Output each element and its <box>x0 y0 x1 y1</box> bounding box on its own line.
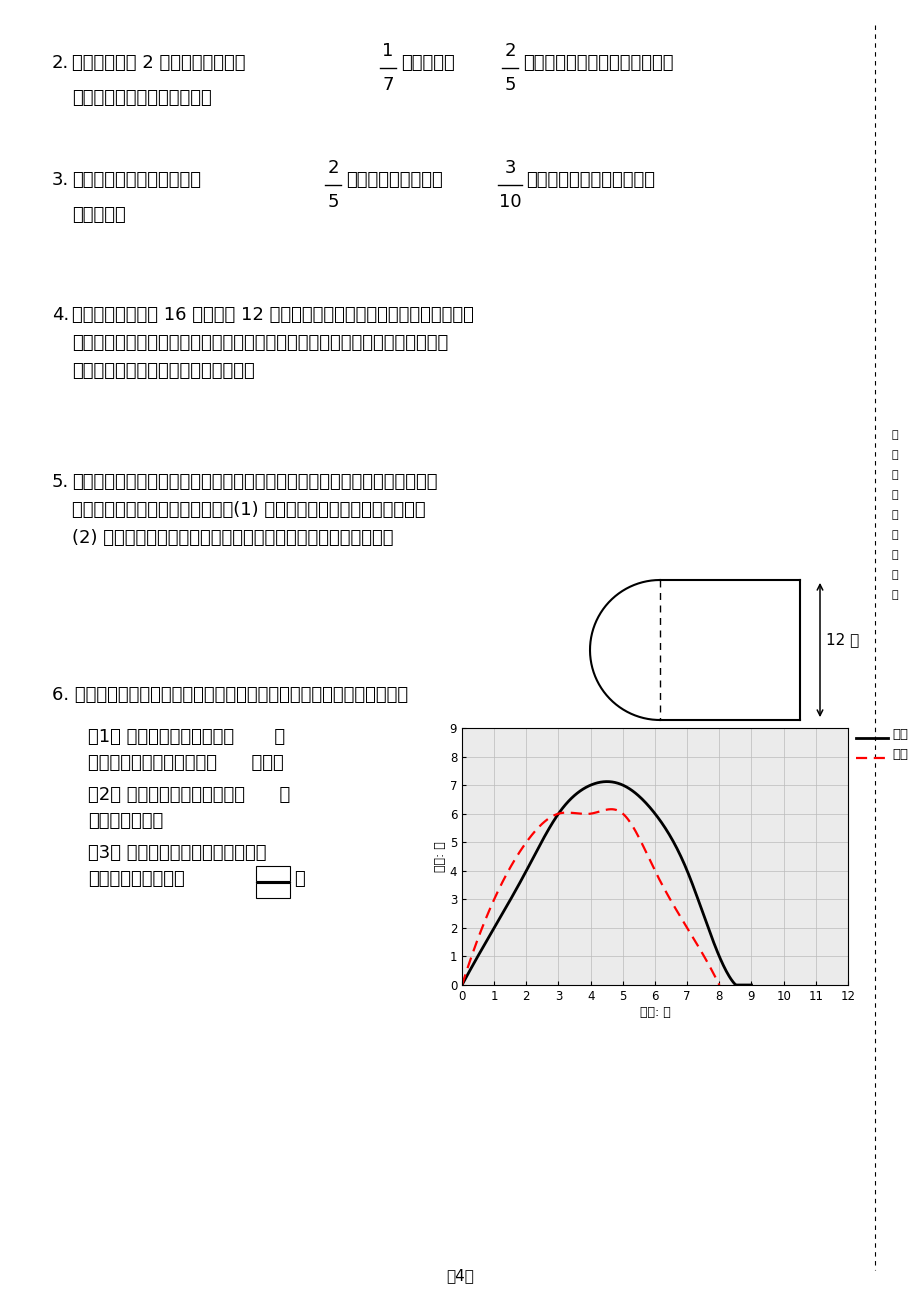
Text: 4.: 4. <box>52 306 69 324</box>
Text: 一个等腰三角形的一条腰长: 一个等腰三角形的一条腰长 <box>72 171 200 189</box>
Text: 5: 5 <box>327 193 338 211</box>
Text: 5.: 5. <box>52 473 69 491</box>
Text: （2） 两人的竹蜻蜓都是从第（      ）: （2） 两人的竹蜻蜓都是从第（ ） <box>88 786 289 805</box>
Text: 时间占飞行总时间的: 时间占飞行总时间的 <box>88 870 185 888</box>
Text: 2.: 2. <box>52 53 69 72</box>
Text: 郁金香，在正方形内种植风信子。(1) 种植郁金香的面积有多少平方米？: 郁金香，在正方形内种植风信子。(1) 种植郁金香的面积有多少平方米？ <box>72 501 425 519</box>
Text: 多少分米？: 多少分米？ <box>72 206 126 224</box>
Text: 分米，这个三角形的周长是: 分米，这个三角形的周长是 <box>526 171 654 189</box>
Text: 请: 请 <box>891 570 897 579</box>
Text: 里: 里 <box>891 530 897 540</box>
Text: 秒，小军的竹蜻蜓飞行了（      ）秒。: 秒，小军的竹蜻蜓飞行了（ ）秒。 <box>88 754 283 772</box>
Text: 小军: 小军 <box>891 747 907 760</box>
Text: 是黑米，其余的都是普通大米，: 是黑米，其余的都是普通大米， <box>522 53 673 72</box>
Text: －4－: －4－ <box>446 1268 473 1282</box>
Text: （1） 小明的竹蜻蜓飞行了（       ）: （1） 小明的竹蜻蜓飞行了（ ） <box>88 728 285 746</box>
Text: 妈妈买了一包 2 千克的杂粮，其中: 妈妈买了一包 2 千克的杂粮，其中 <box>72 53 245 72</box>
Y-axis label: 高度: 米: 高度: 米 <box>434 841 447 872</box>
Text: 1: 1 <box>382 42 393 60</box>
Text: 储藏室的地面铺满（使用的地砖都是整块的），可以选择边长是几分米的地砖？: 储藏室的地面铺满（使用的地砖都是整块的），可以选择边长是几分米的地砖？ <box>72 335 448 352</box>
Text: （3） 小军的竹蜻蜓在最高处停留的: （3） 小军的竹蜻蜓在最高处停留的 <box>88 844 267 862</box>
X-axis label: 时间: 秒: 时间: 秒 <box>639 1005 670 1018</box>
Text: 不: 不 <box>891 490 897 500</box>
Text: (2) 在这个花坛的外围装饰一圈彩灯条，需要准备多长的彩灯条？: (2) 在这个花坛的外围装饰一圈彩灯条，需要准备多长的彩灯条？ <box>72 529 393 547</box>
Text: 秒开始下降的。: 秒开始下降的。 <box>88 812 163 829</box>
Text: 小华家的储藏室长 16 分米，宽 12 分米，如果用边长是整分米的正方形地砖把: 小华家的储藏室长 16 分米，宽 12 分米，如果用边长是整分米的正方形地砖把 <box>72 306 473 324</box>
Text: 线: 线 <box>891 549 897 560</box>
Text: 内: 内 <box>891 590 897 600</box>
Text: 是燕麦仁，: 是燕麦仁， <box>401 53 454 72</box>
Text: 。: 。 <box>294 870 304 888</box>
Text: 小明: 小明 <box>891 728 907 741</box>
Text: 10: 10 <box>498 193 521 211</box>
Text: 6. 下面是小明和小军在学校竹蜻蜓飞行比赛中的飞行时间和高度的记录。: 6. 下面是小明和小军在学校竹蜻蜓飞行比赛中的飞行时间和高度的记录。 <box>52 686 408 704</box>
Text: 分米，比它的底边长: 分米，比它的底边长 <box>346 171 442 189</box>
Text: 3: 3 <box>504 159 516 177</box>
Text: 2: 2 <box>327 159 338 177</box>
Text: 7: 7 <box>381 76 393 94</box>
Text: 粘: 粘 <box>891 470 897 480</box>
Text: 铺满整个储藏室至少需要多少块地砖？: 铺满整个储藏室至少需要多少块地砖？ <box>72 362 255 380</box>
Text: 大米占这包杂粮的几分之几？: 大米占这包杂粮的几分之几？ <box>72 89 211 107</box>
Text: 题: 题 <box>891 430 897 440</box>
Text: 得: 得 <box>891 510 897 519</box>
Text: 处: 处 <box>891 450 897 460</box>
Text: 2: 2 <box>504 42 516 60</box>
Text: 3.: 3. <box>52 171 69 189</box>
Text: 一个花坛由一个正方形和一个半圆形组成（如下图）。现计划在半圆形内种植: 一个花坛由一个正方形和一个半圆形组成（如下图）。现计划在半圆形内种植 <box>72 473 437 491</box>
Text: 5: 5 <box>504 76 516 94</box>
Text: 12 米: 12 米 <box>825 633 858 647</box>
